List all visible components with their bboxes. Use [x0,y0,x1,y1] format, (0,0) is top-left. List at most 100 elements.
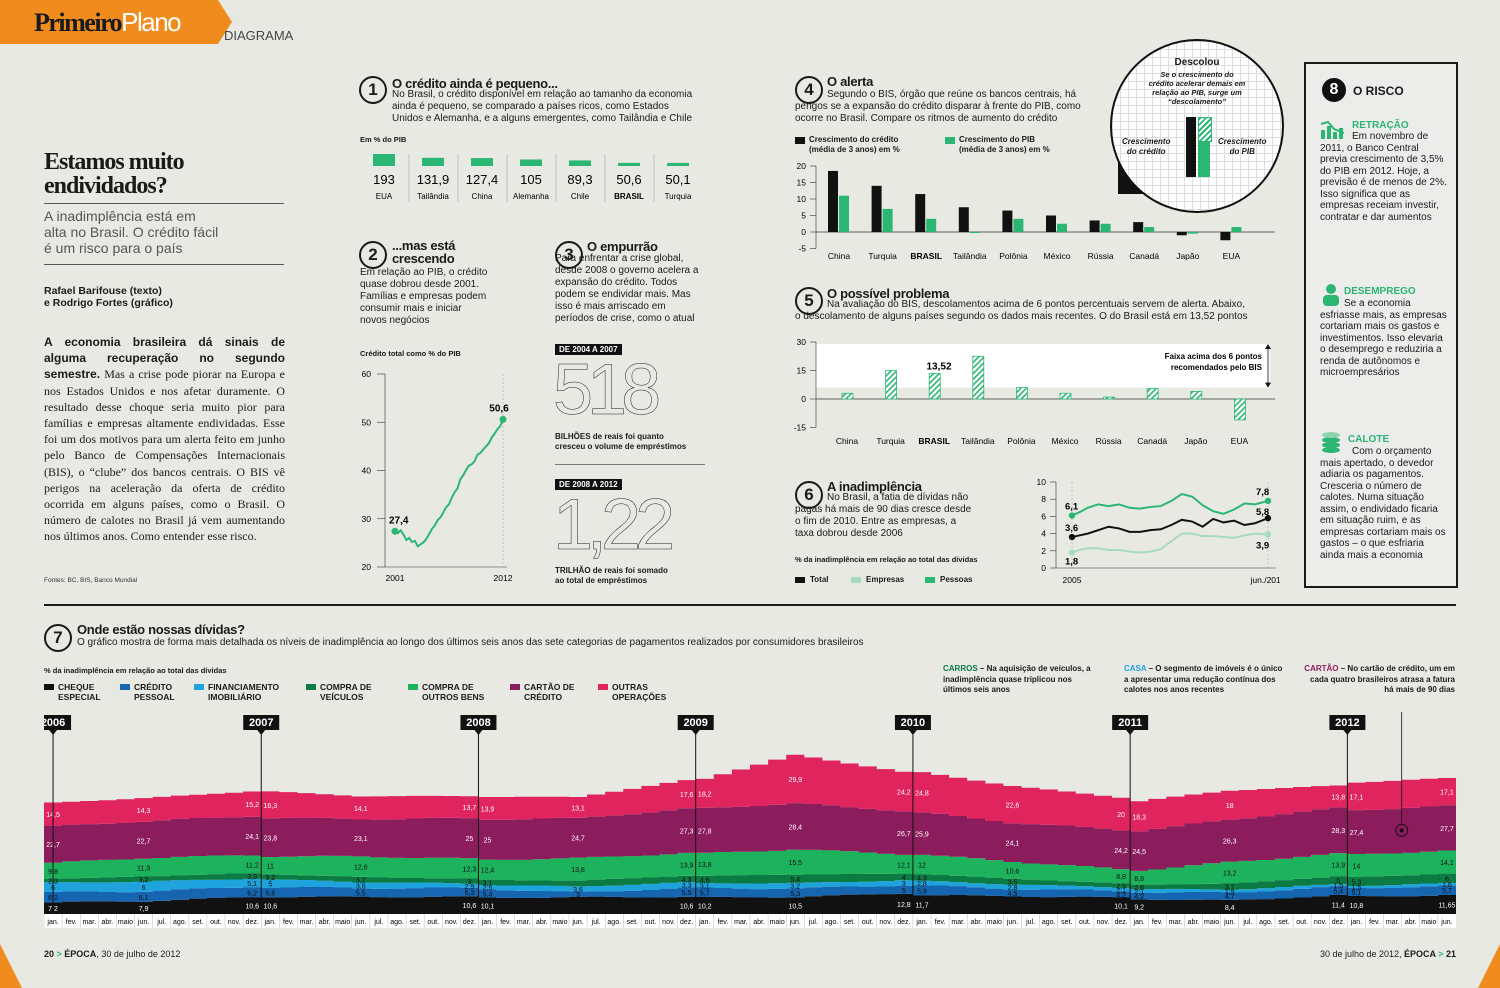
page-number-left: 20 [44,949,55,959]
end-point [1068,549,1076,556]
value-label: 5,7 [1442,888,1452,895]
y-tick-label: 0 [801,394,806,404]
section-label: DIAGRAMA [224,28,294,43]
zoom-title: Descolou [1174,57,1220,68]
legend-swatch [120,684,130,690]
legend-swatch [44,684,54,690]
category-label: China [836,436,858,446]
month-label: jun. [789,919,801,926]
month-label: nov. [879,919,892,926]
gap-bar-BRASIL [928,372,941,400]
corner-right [1478,944,1500,988]
value-label: 10,8 [1350,903,1364,910]
value-label: 27,3 [680,829,694,836]
end-point [1264,497,1272,505]
value-label: 24,2 [1114,848,1128,855]
category-label: China [828,251,850,261]
month-label: ago. [173,919,187,926]
value-label: 14,1 [354,806,368,813]
value-label: 5,3 [790,891,800,898]
year-tag-pointer [1126,730,1135,735]
month-label: fev. [66,919,77,926]
footer-date-right: 30 de julho de 2012 [1319,949,1400,959]
section-number-3: 3 [555,241,583,269]
value-label: 2,8 [917,881,927,888]
value-label: 3,6 [573,887,583,894]
zoom-left-l2: do crédito [1126,147,1166,156]
value-label: 13,1 [571,805,585,812]
legend-empresas: Empresas [866,575,905,584]
month-label: abr. [102,919,114,926]
legend-gdp: Crescimento do PIB (média de 3 anos) em % [959,135,1050,155]
x-tick-label: 2012 [494,573,513,583]
value-label: 12,3 [463,866,477,873]
category-label: Rússia [1096,436,1122,446]
legend-label-l1: CRÉDITO [134,682,173,692]
line-Total [1071,517,1269,539]
x-tick-label: 2005 [1063,575,1082,585]
legend-label-l2: OPERAÇÕES [612,692,667,702]
legend-label-l2: VEÍCULOS [320,692,364,702]
bar-Rússia-1 [1100,223,1111,232]
month-label: ago. [1042,919,1056,926]
legend-label-l2: PESSOAL [134,692,175,702]
value-label: 24,7 [571,836,585,843]
section-number-2: 2 [359,241,387,269]
zoom-text-l4: “descolamento” [1168,97,1226,106]
category-label: BRASIL [918,436,950,446]
category-label: BRASIL [910,251,942,261]
bar-México-0 [1046,215,1056,232]
legend-label-l2: OUTROS BENS [422,692,485,702]
value-label: 17,1 [1440,790,1454,797]
y-tick-label: 60 [362,369,372,379]
category-label: China [472,192,493,201]
value-label: 4,6 [700,877,710,884]
category-label: Turquia [665,192,692,201]
value-label: 18 [1226,803,1234,810]
month-label: ago. [390,919,404,926]
value-label: 2,6 [1134,885,1144,892]
big-number-122: 1,22 [553,485,676,565]
month-label: set. [192,919,203,926]
month-label: dez. [680,919,693,926]
note-cartao-heading: CARTÃO [1304,664,1339,673]
section-tag [0,0,232,44]
bar-EUA [373,154,395,166]
value-label: 6 [142,885,146,892]
end-point [499,415,507,423]
year-tag [460,715,497,730]
legend-label: COMPRA DE OUTROS BENS [422,682,484,702]
caption-518-l2: cresceu o volume de empréstimos [555,442,687,451]
band-label: Faixa acima dos 6 pontos [1165,352,1263,361]
y-tick-label: 30 [797,337,807,347]
value-label: 10,6 [263,904,277,911]
month-label: mar. [1386,919,1400,926]
year-label: 2010 [901,717,925,729]
section-number-5: 5 [795,287,823,315]
value-label: 13,9 [680,862,694,869]
value-label: 3,5 [1008,880,1018,887]
legend-label-l1: CARTÃO DE [524,682,575,692]
section-2-text: Em relação ao PIB, o crédito quase dobro… [360,267,488,326]
year-tag [677,715,714,730]
value-label: 25,9 [915,832,929,839]
c2-svg: 20 30 40 50 60 2001 2012 27,4 50,6 [362,369,513,583]
month-label: nov. [1314,919,1327,926]
gap-bar-México [1059,392,1072,400]
legend-label-l1: CHEQUE [58,682,95,692]
value-label: 5,4 [483,891,493,898]
legend-label: OUTRAS OPERAÇÕES [612,682,666,702]
y-tick-label: 10 [797,194,807,204]
year-tag-pointer [257,730,266,735]
value-label: 2,5 [1116,884,1126,891]
month-label: abr. [753,919,765,926]
value-label: 24,8 [915,790,929,797]
value-label: 6 [1445,876,1449,883]
value-label: 8,8 [1134,876,1144,883]
legend-label: CHEQUE ESPECIAL [58,682,101,702]
risk-h1: RETRAÇÃO [1352,120,1409,131]
value-label: 5,1 [1352,890,1362,897]
month-label: jul. [373,919,383,926]
legend-swatch-gdp [945,137,955,144]
y-tick-label: 20 [362,562,372,572]
